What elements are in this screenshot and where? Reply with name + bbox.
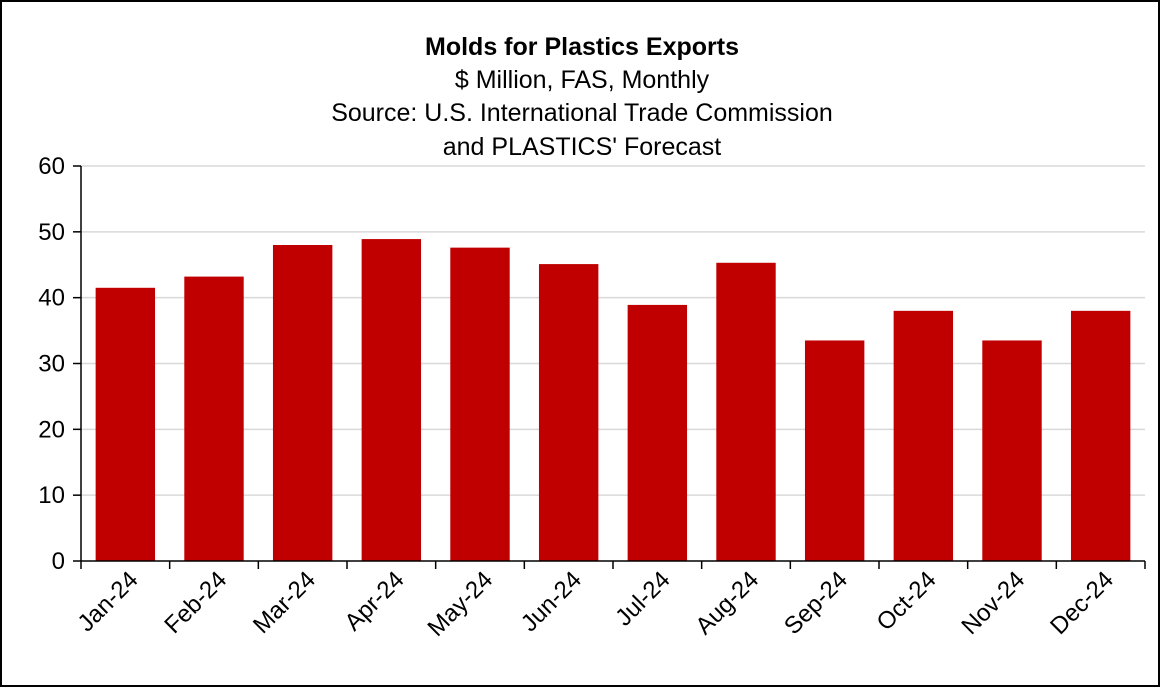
y-tick-label-40: 40 — [38, 285, 65, 312]
bar-jan-24 — [95, 287, 156, 561]
y-tick-label-20: 20 — [38, 416, 65, 443]
chart-subtitle-line-2: Source: U.S. International Trade Commiss… — [331, 99, 833, 127]
bar-feb-24 — [184, 276, 244, 561]
bar-mar-24 — [272, 245, 333, 561]
x-tick-label-jul-24: Jul-24 — [610, 566, 675, 631]
x-tick-label-jan-24: Jan-24 — [73, 566, 144, 637]
bar-apr-24 — [361, 239, 422, 561]
x-tick-label-mar-24: Mar-24 — [248, 566, 321, 639]
x-axis-tick-labels: Jan-24 Feb-24 Mar-24 Apr-24 May-24 Jun-24 Jul-… — [73, 566, 1119, 642]
bar-sep-24 — [804, 340, 865, 561]
x-tick-label-feb-24: Feb-24 — [159, 566, 232, 639]
bar-jul-24 — [627, 304, 688, 561]
y-axis-tick-labels: 0 10 20 30 40 50 60 — [38, 153, 65, 575]
x-tick-label-may-24: May-24 — [423, 566, 499, 642]
x-tick-label-dec-24: Dec-24 — [1045, 566, 1119, 640]
y-tick-label-30: 30 — [38, 351, 65, 378]
bar-jun-24 — [538, 264, 599, 561]
y-tick-label-50: 50 — [38, 219, 65, 246]
x-tick-label-aug-24: Aug-24 — [690, 566, 764, 640]
x-tick-label-sep-24: Sep-24 — [779, 566, 853, 640]
bar-oct-24 — [893, 310, 954, 561]
y-tick-label-0: 0 — [52, 548, 65, 575]
bars — [95, 239, 1131, 561]
bar-nov-24 — [982, 340, 1042, 561]
bar-aug-24 — [716, 262, 776, 561]
chart-title: Molds for Plastics Exports — [425, 33, 739, 61]
chart-subtitle-line-3: and PLASTICS' Forecast — [443, 133, 722, 161]
x-tick-label-oct-24: Oct-24 — [872, 566, 942, 636]
x-tick-label-apr-24: Apr-24 — [340, 566, 410, 636]
bar-dec-24 — [1070, 310, 1131, 561]
y-tick-label-10: 10 — [38, 482, 65, 509]
axes — [73, 165, 1146, 569]
x-tick-label-nov-24: Nov-24 — [956, 566, 1030, 640]
gridlines — [81, 165, 1145, 496]
bar-may-24 — [450, 247, 510, 561]
chart-subtitle-line-1: $ Million, FAS, Monthly — [455, 66, 710, 94]
x-tick-label-jun-24: Jun-24 — [516, 566, 587, 637]
y-tick-label-60: 60 — [38, 153, 65, 180]
